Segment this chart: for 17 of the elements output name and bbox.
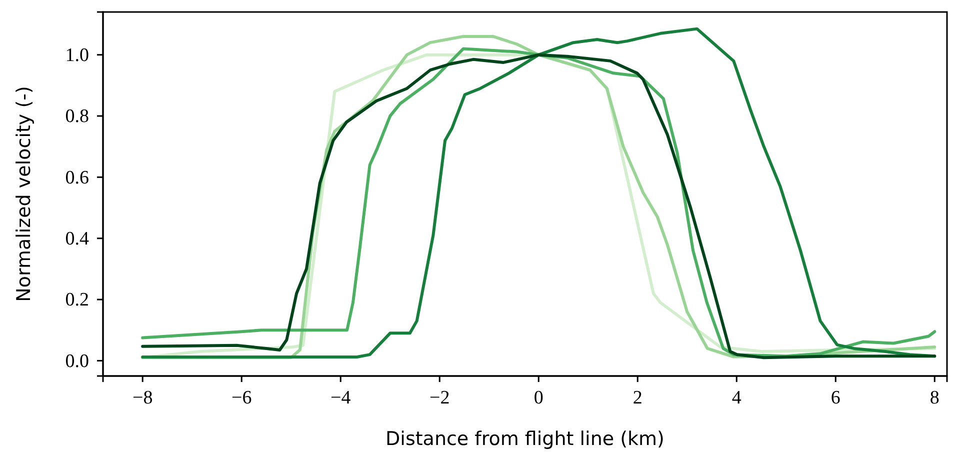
- x-tick-label: 6: [830, 387, 840, 408]
- y-tick-label: 1.0: [65, 44, 89, 66]
- y-tick-label: 0.2: [65, 290, 89, 311]
- x-tick-label: −8: [132, 387, 153, 408]
- y-tick-label: 0.4: [65, 228, 90, 250]
- x-tick-label: −4: [330, 387, 352, 408]
- y-tick-label: 0.8: [65, 106, 89, 128]
- x-tick-label: 8: [930, 387, 940, 408]
- x-axis-title: Distance from flight line (km): [386, 428, 664, 450]
- y-axis-title: Normalized velocity (-): [13, 86, 35, 302]
- y-tick-label: 0.0: [65, 350, 89, 372]
- y-tick-label: 0.6: [65, 167, 89, 188]
- x-tick-label: 0: [534, 387, 544, 408]
- x-tick-label: 4: [732, 387, 742, 408]
- x-tick-label: −6: [231, 387, 252, 408]
- x-tick-label: −2: [430, 387, 450, 408]
- x-tick-label: 2: [632, 387, 642, 408]
